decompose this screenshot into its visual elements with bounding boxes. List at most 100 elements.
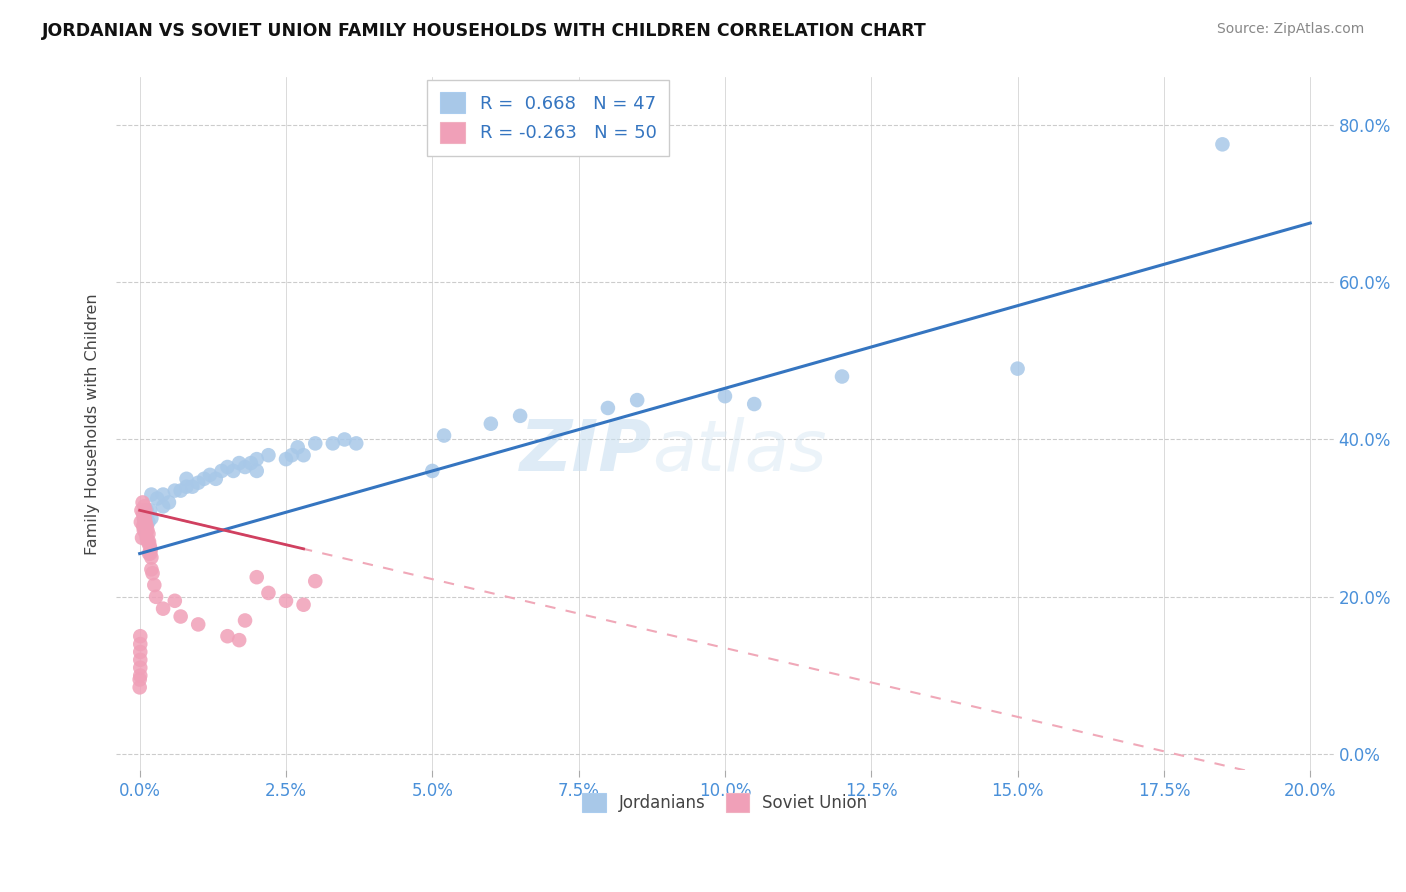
- Point: [187, 617, 209, 632]
- Point: [135, 527, 157, 541]
- Point: [129, 653, 152, 667]
- Point: [132, 511, 155, 525]
- Point: [142, 566, 165, 581]
- Point: [128, 673, 150, 687]
- Point: [274, 594, 297, 608]
- Point: [136, 534, 159, 549]
- Point: [509, 409, 531, 423]
- Point: [138, 539, 160, 553]
- Point: [420, 464, 443, 478]
- Point: [304, 574, 326, 588]
- Legend: Jordanians, Soviet Union: Jordanians, Soviet Union: [571, 781, 879, 824]
- Point: [141, 487, 163, 501]
- Point: [176, 480, 198, 494]
- Point: [292, 448, 315, 462]
- Point: [134, 523, 156, 537]
- Point: [141, 550, 163, 565]
- Point: [246, 570, 269, 584]
- Text: ZIP: ZIP: [520, 417, 652, 486]
- Point: [134, 515, 156, 529]
- Point: [176, 472, 198, 486]
- Point: [831, 369, 853, 384]
- Point: [129, 629, 152, 643]
- Point: [193, 472, 215, 486]
- Point: [131, 531, 153, 545]
- Point: [134, 511, 156, 525]
- Point: [222, 464, 245, 478]
- Point: [145, 590, 167, 604]
- Point: [135, 503, 157, 517]
- Point: [228, 456, 250, 470]
- Point: [129, 515, 152, 529]
- Point: [128, 681, 150, 695]
- Point: [135, 515, 157, 529]
- Point: [152, 500, 174, 514]
- Point: [287, 440, 309, 454]
- Point: [134, 500, 156, 514]
- Point: [135, 503, 157, 517]
- Point: [129, 637, 152, 651]
- Point: [181, 480, 204, 494]
- Point: [1007, 361, 1029, 376]
- Point: [742, 397, 765, 411]
- Point: [239, 456, 262, 470]
- Point: [141, 562, 163, 576]
- Point: [322, 436, 344, 450]
- Point: [169, 609, 191, 624]
- Point: [132, 507, 155, 521]
- Point: [152, 487, 174, 501]
- Point: [211, 464, 233, 478]
- Point: [138, 515, 160, 529]
- Point: [132, 519, 155, 533]
- Point: [233, 460, 256, 475]
- Point: [134, 515, 156, 529]
- Point: [129, 668, 152, 682]
- Point: [228, 633, 250, 648]
- Point: [246, 464, 269, 478]
- Point: [1211, 137, 1233, 152]
- Point: [143, 578, 166, 592]
- Point: [433, 428, 456, 442]
- Point: [136, 523, 159, 537]
- Point: [129, 645, 152, 659]
- Point: [198, 467, 221, 482]
- Point: [138, 527, 160, 541]
- Point: [204, 472, 226, 486]
- Point: [129, 661, 152, 675]
- Point: [257, 586, 280, 600]
- Point: [333, 433, 356, 447]
- Point: [344, 436, 367, 450]
- Point: [596, 401, 619, 415]
- Point: [139, 503, 162, 517]
- Point: [187, 475, 209, 490]
- Text: JORDANIAN VS SOVIET UNION FAMILY HOUSEHOLDS WITH CHILDREN CORRELATION CHART: JORDANIAN VS SOVIET UNION FAMILY HOUSEHO…: [42, 22, 927, 40]
- Point: [233, 614, 256, 628]
- Point: [163, 483, 186, 498]
- Point: [141, 511, 163, 525]
- Point: [292, 598, 315, 612]
- Point: [169, 483, 191, 498]
- Text: Source: ZipAtlas.com: Source: ZipAtlas.com: [1216, 22, 1364, 37]
- Point: [146, 491, 169, 506]
- Point: [714, 389, 737, 403]
- Point: [257, 448, 280, 462]
- Point: [274, 452, 297, 467]
- Point: [217, 629, 239, 643]
- Point: [626, 393, 648, 408]
- Point: [157, 495, 180, 509]
- Point: [138, 547, 160, 561]
- Point: [139, 542, 162, 557]
- Point: [163, 594, 186, 608]
- Point: [304, 436, 326, 450]
- Point: [139, 547, 162, 561]
- Y-axis label: Family Households with Children: Family Households with Children: [86, 293, 100, 555]
- Point: [152, 601, 174, 615]
- Point: [131, 503, 153, 517]
- Point: [132, 523, 155, 537]
- Point: [131, 495, 153, 509]
- Point: [135, 531, 157, 545]
- Point: [217, 460, 239, 475]
- Point: [281, 448, 304, 462]
- Point: [138, 534, 160, 549]
- Text: atlas: atlas: [652, 417, 827, 486]
